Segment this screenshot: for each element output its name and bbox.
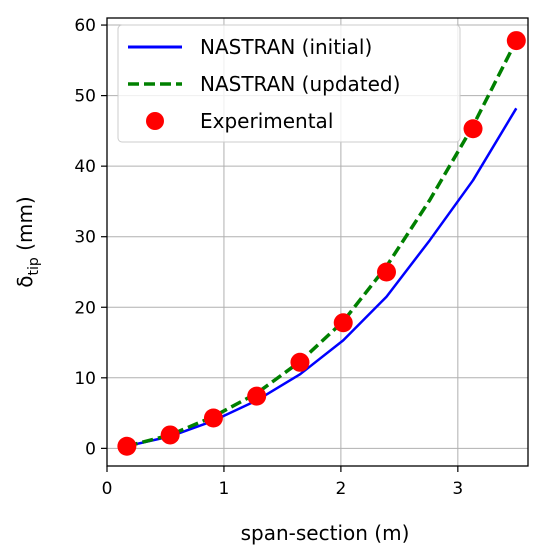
experimental-point [203,408,223,428]
y-tick-label: 20 [74,298,96,318]
y-tick-label: 0 [85,439,96,459]
legend-label-updated: NASTRAN (updated) [200,72,400,96]
y-axis-label: δtip (mm) [13,196,42,287]
plot-frame [106,17,529,467]
experimental-point [290,352,310,372]
y-axis-label-subscript: tip [26,257,42,275]
legend-label-initial: NASTRAN (initial) [200,35,372,59]
legend-label-experimental: Experimental [200,109,333,133]
x-tick-label: 3 [452,479,463,499]
x-tick-label: 2 [335,479,346,499]
y-tick-label: 10 [74,369,96,389]
y-tick-label: 40 [74,157,96,177]
x-tick-label: 0 [102,479,113,499]
y-tick-label: 60 [74,16,96,36]
series-layer [117,31,526,456]
x-axis-label: span-section (m) [241,521,410,545]
experimental-point [160,425,180,445]
series-line-initial [126,107,518,448]
y-tick-label: 50 [74,87,96,107]
experimental-point [117,436,137,456]
y-tick-label: 30 [74,228,96,248]
experimental-point [247,386,267,406]
x-tick-label: 1 [219,479,230,499]
y-axis-label-symbol: δ [13,275,37,287]
experimental-point [506,31,526,51]
experimental-point [333,313,353,333]
y-axis-label-unit: (mm) [13,196,37,257]
experimental-point [463,119,483,139]
legend: NASTRAN (initial) NASTRAN (updated) Expe… [117,24,461,143]
legend-swatch-experimental [146,112,164,130]
series-line-updated [126,39,518,448]
experimental-point [376,262,396,282]
legend-box [117,24,461,143]
